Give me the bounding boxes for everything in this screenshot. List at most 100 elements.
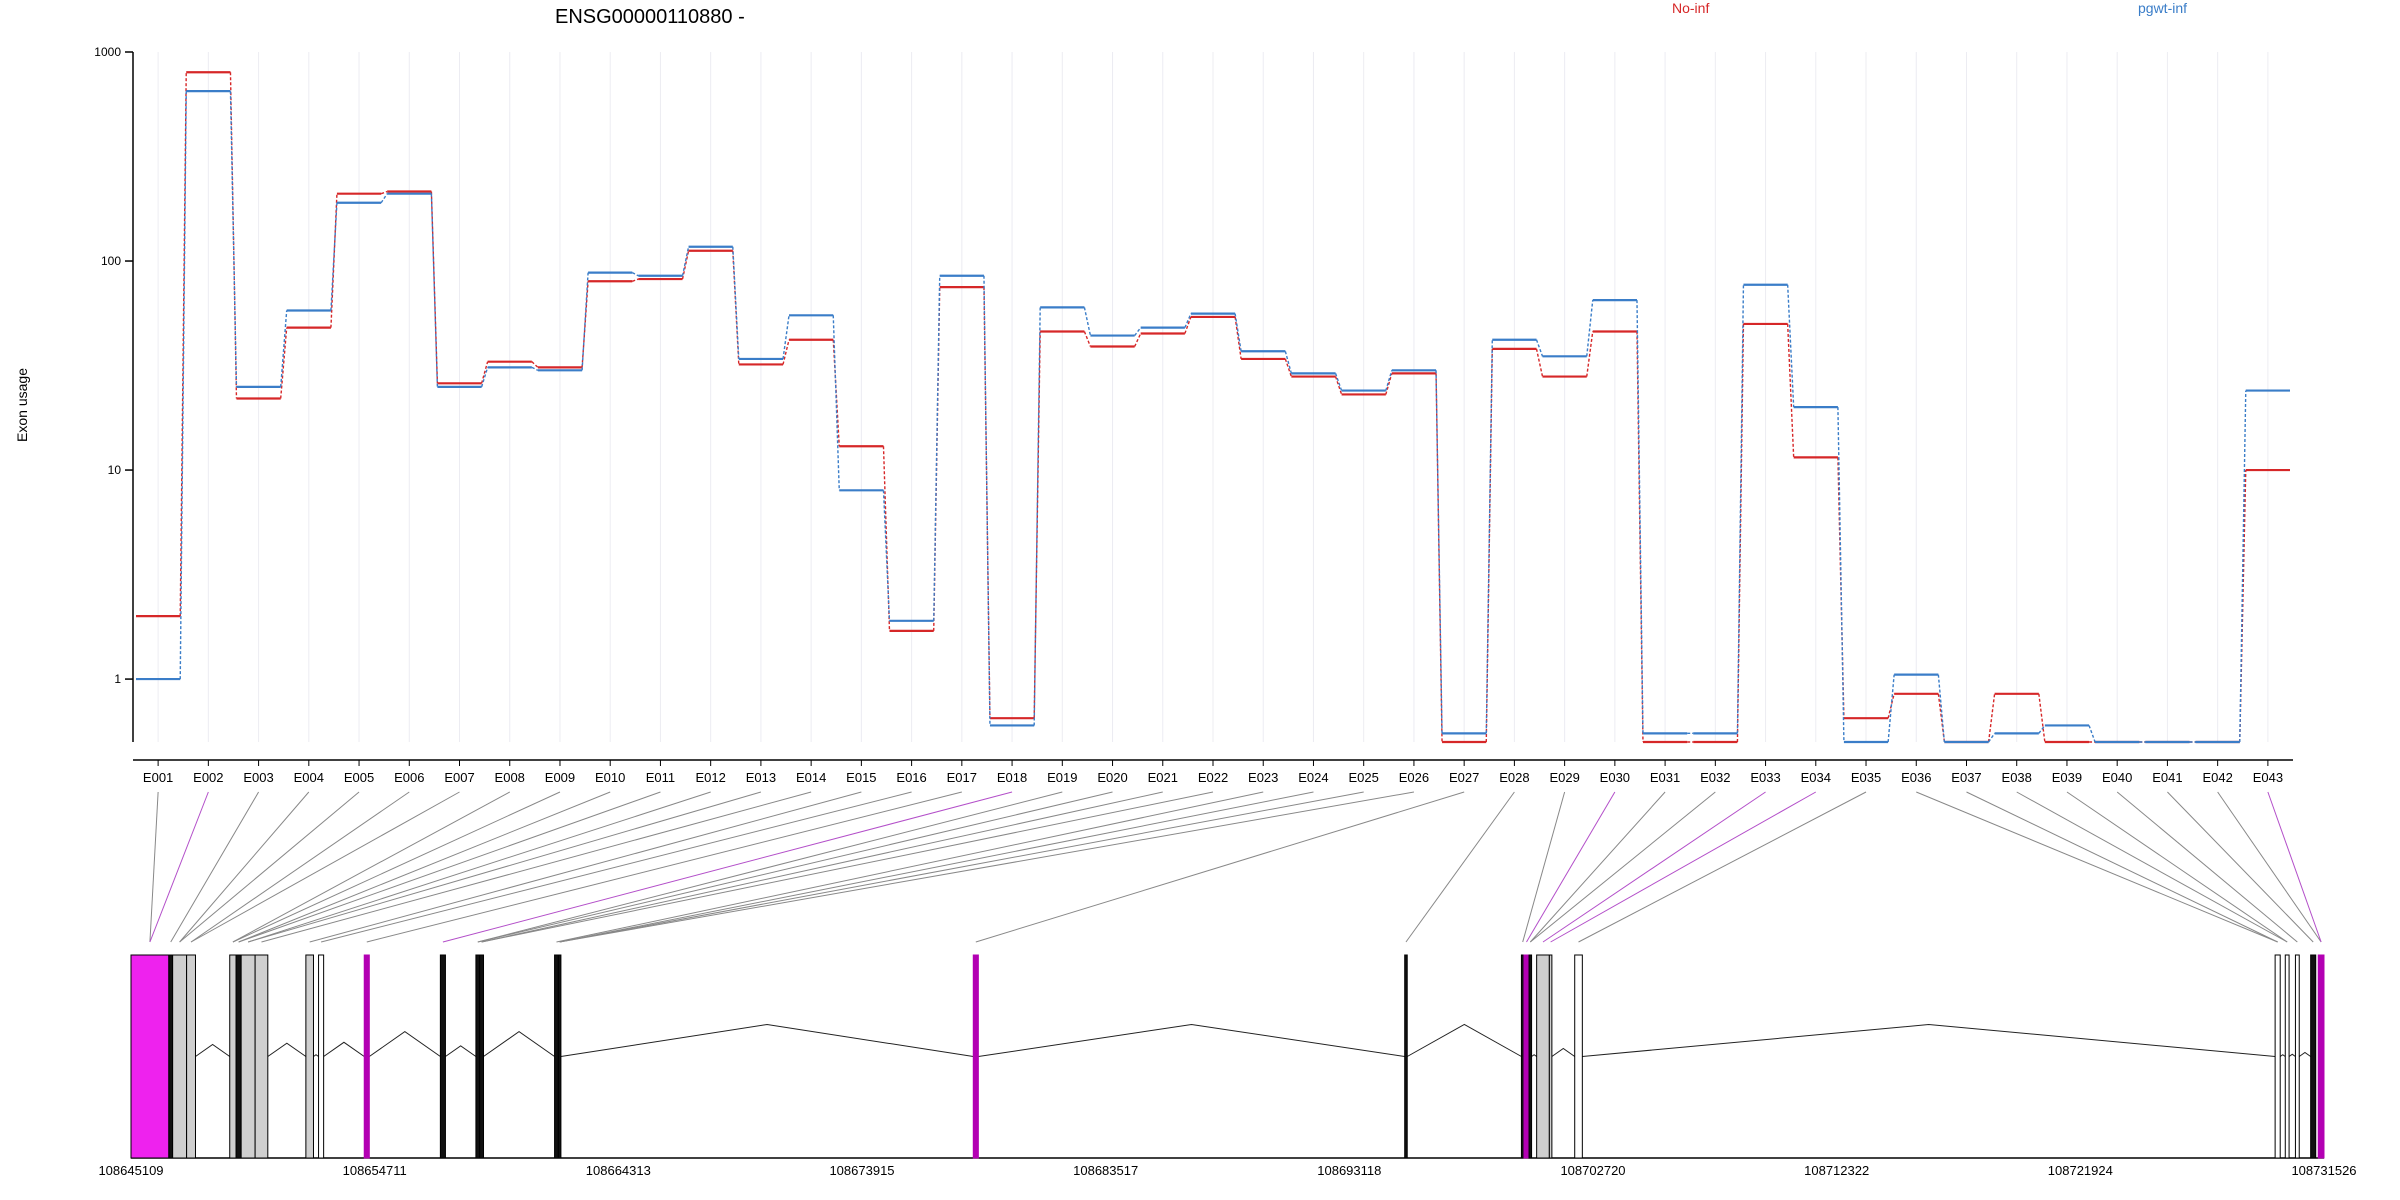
series-connector bbox=[1385, 370, 1393, 391]
exon-links bbox=[149, 791, 2322, 943]
series-connector bbox=[1636, 300, 1644, 734]
series-connector bbox=[2038, 725, 2046, 734]
exon-link bbox=[149, 791, 209, 943]
x-tick-label: E017 bbox=[947, 770, 977, 785]
exon-E015 bbox=[554, 954, 559, 1159]
exon-link bbox=[1529, 791, 1716, 943]
x-tick-label: E028 bbox=[1499, 770, 1529, 785]
series-connector bbox=[430, 193, 439, 387]
y-axis-label: Exon usage bbox=[14, 368, 30, 442]
x-tick-label: E001 bbox=[143, 770, 173, 785]
series-connector bbox=[229, 91, 238, 387]
exon-link bbox=[238, 791, 661, 943]
y-tick-label: 1000 bbox=[94, 45, 121, 59]
legend-pgwt-inf: pgwt-inf bbox=[2138, 0, 2187, 16]
x-tick-label: E034 bbox=[1801, 770, 1831, 785]
x-tick-label: E031 bbox=[1650, 770, 1680, 785]
exon-link bbox=[232, 791, 561, 943]
series-connector bbox=[1988, 732, 1996, 743]
x-tick-label: E040 bbox=[2102, 770, 2132, 785]
x-tick-label: E036 bbox=[1901, 770, 1931, 785]
chart-title: ENSG00000110880 - bbox=[555, 6, 745, 28]
plot-series bbox=[136, 71, 2290, 744]
series-connector bbox=[581, 281, 589, 368]
coordinate-label: 108654711 bbox=[343, 1163, 407, 1178]
series-connector bbox=[380, 193, 388, 204]
exon-link bbox=[975, 791, 1465, 943]
x-tick-label: E030 bbox=[1600, 770, 1630, 785]
series-connector bbox=[882, 446, 891, 631]
x-tick-label: E007 bbox=[444, 770, 474, 785]
exon-link bbox=[2066, 791, 2288, 943]
exon-link bbox=[559, 791, 1364, 943]
exon-link bbox=[149, 791, 159, 943]
series-connector bbox=[1284, 351, 1293, 374]
series-connector bbox=[1334, 376, 1343, 395]
series-connector bbox=[380, 190, 388, 195]
series-connector bbox=[1485, 339, 1493, 734]
series-connector bbox=[1385, 373, 1393, 395]
intron bbox=[313, 1054, 319, 1057]
series-connector bbox=[1184, 313, 1192, 328]
intron bbox=[978, 1023, 1405, 1057]
exon-link bbox=[190, 791, 410, 943]
exon-E011 bbox=[363, 954, 370, 1159]
exon-E005 bbox=[229, 954, 237, 1159]
series-connector bbox=[229, 72, 238, 399]
exon-link bbox=[2217, 791, 2322, 943]
y-tick-label: 100 bbox=[101, 254, 121, 268]
series-connector bbox=[531, 366, 539, 371]
exon-link bbox=[232, 791, 510, 943]
gene-model bbox=[130, 954, 2325, 1159]
intron bbox=[1406, 1023, 1522, 1057]
series-connector bbox=[2239, 390, 2247, 743]
intron bbox=[1551, 1047, 1576, 1057]
coordinate-label: 108731526 bbox=[2291, 1163, 2356, 1178]
exon-link bbox=[481, 791, 1163, 943]
intron bbox=[2279, 1054, 2286, 1057]
series-connector bbox=[1586, 300, 1594, 357]
y-tick-label: 1 bbox=[114, 672, 121, 686]
exon-link bbox=[559, 791, 1314, 943]
series-connector bbox=[280, 327, 288, 399]
series-pgwt-inf bbox=[136, 90, 2290, 744]
x-tick-label: E023 bbox=[1248, 770, 1278, 785]
x-tick-label: E013 bbox=[746, 770, 776, 785]
coordinate-label: 108712322 bbox=[1804, 1163, 1869, 1178]
figure-titles: ENSG00000110880 - No-inf pgwt-inf Exon u… bbox=[14, 0, 2187, 442]
series-connector bbox=[1937, 693, 1946, 743]
x-tick-label: E043 bbox=[2253, 770, 2283, 785]
x-tick-label: E002 bbox=[193, 770, 223, 785]
exon-E010 bbox=[318, 954, 325, 1159]
x-tick-label: E020 bbox=[1097, 770, 1127, 785]
exon-E007 bbox=[240, 954, 256, 1159]
series-connector bbox=[1184, 316, 1192, 334]
exon-E028 bbox=[2310, 954, 2317, 1159]
series-connector bbox=[179, 91, 187, 680]
x-tick-label: E021 bbox=[1148, 770, 1178, 785]
x-tick-label: E010 bbox=[595, 770, 625, 785]
x-tick-label: E015 bbox=[846, 770, 876, 785]
exon-E003 bbox=[172, 954, 188, 1159]
legend-no-inf: No-inf bbox=[1672, 0, 1709, 16]
series-connector bbox=[1535, 339, 1544, 357]
x-tick-label: E035 bbox=[1851, 770, 1881, 785]
x-tick-label: E039 bbox=[2052, 770, 2082, 785]
exon-link bbox=[477, 791, 1113, 943]
series-connector bbox=[1837, 407, 1845, 743]
exon-link bbox=[1526, 791, 1616, 943]
series-connector bbox=[1334, 373, 1343, 391]
exon-link bbox=[170, 791, 260, 943]
intron bbox=[483, 1031, 555, 1057]
coordinate-label: 108721924 bbox=[2048, 1163, 2113, 1178]
intron bbox=[195, 1043, 231, 1057]
intron bbox=[445, 1045, 477, 1057]
exon-link bbox=[2267, 791, 2322, 943]
exon-link bbox=[1522, 791, 1566, 943]
x-tick-label: E022 bbox=[1198, 770, 1228, 785]
coordinate-label: 108673915 bbox=[829, 1163, 894, 1178]
exon-link bbox=[2167, 791, 2314, 943]
exon-E023 bbox=[1548, 954, 1553, 1159]
series-connector bbox=[1887, 674, 1895, 743]
series-connector bbox=[632, 272, 639, 277]
